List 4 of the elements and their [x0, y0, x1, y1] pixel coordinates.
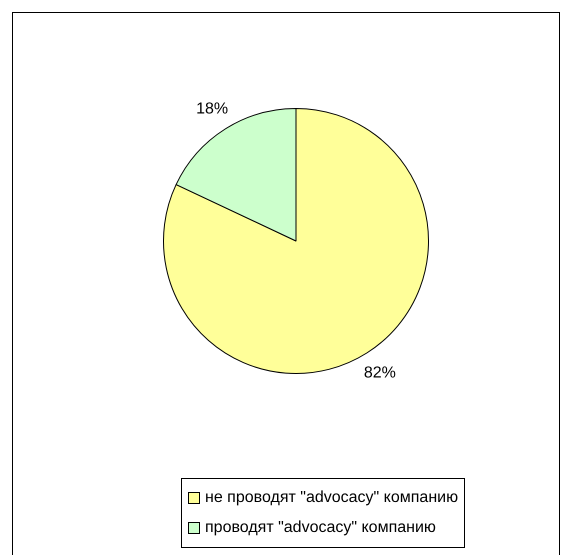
data-label: 18% [196, 100, 228, 118]
legend-label: не проводят "advocacy" компанию [205, 489, 458, 507]
legend-label: проводят "advocacy" компанию [205, 519, 436, 537]
data-label: 82% [364, 364, 396, 382]
